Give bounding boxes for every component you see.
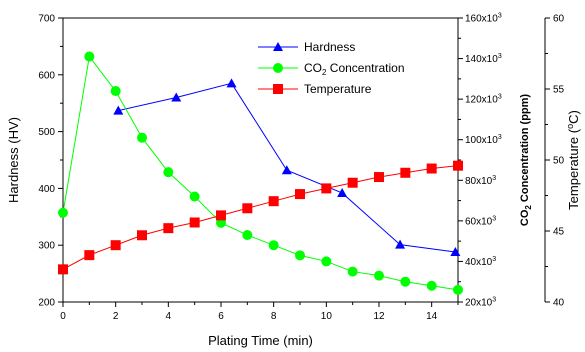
- temperature-point: [242, 203, 253, 214]
- hardness-point: [113, 105, 124, 115]
- legend: Hardness CO2 Concentration Temperature: [258, 40, 405, 96]
- series-layer: [58, 51, 463, 295]
- temperature-point: [84, 250, 95, 261]
- x-tick-label: 4: [166, 311, 172, 322]
- legend-label: Hardness: [304, 40, 355, 54]
- co2-concentration-point: [189, 191, 200, 202]
- hardness-tick-label: 600: [38, 70, 55, 81]
- hardness-point: [337, 187, 348, 197]
- co2-tick-label: 120x103: [465, 94, 502, 106]
- co2-concentration-point: [268, 240, 279, 251]
- co2-tick-label: 80x103: [465, 175, 496, 187]
- x-axis-title: Plating Time (min): [208, 333, 313, 348]
- co2-concentration-line: [62, 55, 459, 291]
- legend-marker: [273, 63, 283, 73]
- co2-concentration-point: [242, 230, 253, 241]
- axes: 0 2 4 6 8 10 12 14 Plating Time (min) 200 300 400 50…: [6, 13, 581, 349]
- co2-concentration-point: [163, 167, 174, 178]
- temperature-point: [268, 196, 279, 207]
- hardness-point: [450, 247, 461, 257]
- x-tick-label: 6: [218, 311, 224, 322]
- x-tick-label: 0: [60, 311, 66, 322]
- temperature-series: [58, 160, 463, 275]
- co2-concentration-series: [58, 51, 463, 295]
- hardness-tick-label: 200: [38, 298, 55, 309]
- co2-concentration-point: [321, 256, 332, 267]
- hardness-point: [281, 165, 292, 175]
- x-tick-label: 14: [426, 311, 438, 322]
- co2-concentration-point: [110, 86, 121, 97]
- legend-marker: [273, 42, 283, 51]
- x-tick-label: 12: [373, 311, 385, 322]
- co2-concentration-point: [374, 270, 384, 281]
- hardness-tick-label: 300: [38, 241, 55, 252]
- temperature-point: [189, 217, 200, 228]
- temperature-point: [163, 223, 174, 234]
- x-tick-label: 2: [113, 311, 119, 322]
- temperature-axis-title: Temperature (oC): [565, 110, 581, 210]
- temperature-point: [216, 210, 226, 221]
- co2-concentration-point: [453, 284, 463, 295]
- co2-tick-label: 160x103: [465, 13, 502, 25]
- hardness-series: [113, 78, 461, 257]
- temperature-point: [347, 177, 358, 188]
- temperature-point: [321, 183, 332, 194]
- temperature-point: [453, 160, 463, 171]
- legend-item-hardness: Hardness: [258, 40, 355, 54]
- hardness-tick-label: 700: [38, 14, 55, 25]
- temperature-line: [62, 165, 459, 270]
- temperature-tick-label: 45: [553, 227, 565, 238]
- co2-axis-title: CO2 Concentration (ppm): [519, 94, 533, 227]
- hardness-point: [395, 239, 406, 249]
- x-tick-label: 8: [271, 311, 277, 322]
- co2-concentration-point: [400, 276, 411, 287]
- hardness-tick-label: 500: [38, 127, 55, 138]
- temperature-point: [58, 264, 68, 275]
- co2-tick-label: 140x103: [465, 53, 502, 65]
- co2-concentration-point: [295, 250, 305, 261]
- temperature-tick-label: 60: [553, 14, 565, 25]
- co2-concentration-point: [347, 266, 358, 277]
- co2-tick-label: 60x103: [465, 215, 496, 227]
- hardness-point: [171, 92, 182, 102]
- co2-concentration-point: [84, 51, 95, 62]
- temperature-point: [110, 240, 121, 251]
- co2-concentration-point: [426, 280, 437, 291]
- co2-concentration-point: [137, 132, 147, 143]
- legend-label: Temperature: [304, 82, 372, 96]
- hardness-axis-title: Hardness (HV): [6, 117, 21, 203]
- temperature-tick-label: 40: [553, 298, 565, 309]
- temperature-point: [295, 189, 305, 200]
- hardness-tick-label: 400: [38, 184, 55, 195]
- temperature-tick-label: 55: [553, 85, 565, 96]
- temperature-point: [374, 172, 384, 183]
- co2-concentration-point: [216, 217, 226, 228]
- legend-item-temperature: Temperature: [258, 82, 372, 96]
- temperature-point: [400, 167, 411, 178]
- co2-concentration-point: [58, 207, 68, 218]
- temperature-point: [137, 230, 147, 241]
- legend-label: CO2 Concentration: [304, 61, 405, 77]
- co2-tick-label: 100x103: [465, 134, 502, 146]
- temperature-point: [426, 163, 437, 174]
- co2-tick-label: 20x103: [465, 297, 496, 309]
- temperature-tick-label: 50: [553, 156, 565, 167]
- legend-item-co2-concentration: CO2 Concentration: [258, 61, 405, 77]
- legend-marker: [273, 84, 283, 94]
- hardness-point: [226, 78, 237, 88]
- x-tick-label: 10: [321, 311, 333, 322]
- co2-tick-label: 40x103: [465, 256, 496, 268]
